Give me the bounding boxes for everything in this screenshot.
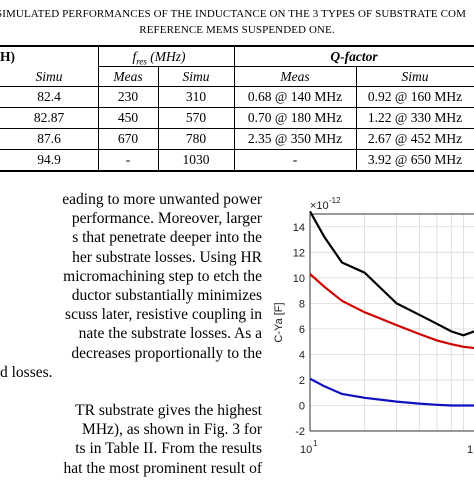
cell-fres-meas: 670 bbox=[117, 131, 139, 146]
row-divider bbox=[0, 149, 474, 150]
body-line: micromachining step to etch the bbox=[63, 267, 262, 285]
header-fres-unit: (MHz) bbox=[146, 49, 186, 64]
y-tick-label: 10 bbox=[293, 273, 305, 285]
y-tick-label: 14 bbox=[293, 222, 305, 234]
cell-q-meas: 2.35 @ 350 MHz bbox=[247, 131, 343, 146]
body-line: d losses. bbox=[0, 363, 53, 381]
body-line: hat the most prominent result of bbox=[63, 459, 262, 477]
row-divider bbox=[0, 107, 474, 108]
body-line: ductor substantially minimizes bbox=[71, 286, 262, 304]
body-line: decreases proportionally to the bbox=[71, 344, 262, 362]
cell-fres-simu: 1030 bbox=[182, 152, 210, 167]
cell-fres-meas: 450 bbox=[117, 110, 139, 125]
x-tick-power: 1 bbox=[313, 439, 318, 448]
series-line-2 bbox=[309, 377, 474, 407]
y-exponent-power: -12 bbox=[329, 196, 341, 205]
series-line-0 bbox=[309, 210, 474, 337]
y-tick-label: 0 bbox=[299, 400, 305, 412]
body-line: eading to more unwanted power bbox=[62, 191, 262, 208]
header-fres-sub: res bbox=[136, 56, 147, 67]
y-tick-label: 4 bbox=[299, 349, 305, 361]
y-tick-label: -2 bbox=[295, 426, 305, 438]
body-line: scuss later, resistive coupling in bbox=[65, 306, 262, 324]
body-paragraph: eading to more unwanted power performance… bbox=[0, 190, 262, 497]
subheader-simu-q: Simu bbox=[401, 69, 429, 84]
cell-fres-meas: 230 bbox=[117, 89, 139, 104]
table-caption-line2: REFERENCE MEMS SUSPENDED ONE. bbox=[139, 24, 335, 36]
col-divider bbox=[234, 45, 235, 171]
series-line-1 bbox=[309, 273, 474, 350]
table-caption-line1: SIMULATED PERFORMANCES OF THE INDUCTANCE… bbox=[0, 8, 466, 20]
header-inductance: H) bbox=[0, 49, 15, 64]
cell-l-simu: 94.9 bbox=[37, 152, 61, 167]
subheader-simu-l: Simu bbox=[35, 69, 63, 84]
cell-l-simu: 82.4 bbox=[37, 89, 61, 104]
subheader-meas-q: Meas bbox=[280, 69, 310, 84]
y-axis-label: C-Ya [F] bbox=[273, 302, 285, 342]
body-line: ts in Table II. From the results bbox=[75, 440, 262, 458]
row-divider bbox=[0, 128, 474, 129]
body-line bbox=[0, 478, 262, 497]
cell-q-meas: 0.70 @ 180 MHz bbox=[247, 110, 343, 125]
y-exponent-label: ×10 bbox=[310, 200, 329, 212]
cell-q-simu: 1.22 @ 330 MHz bbox=[367, 110, 463, 125]
performance-table: H) fres (MHz) Q-factor Simu Meas Simu Me… bbox=[0, 43, 474, 187]
x-tick-label-partial: 1 bbox=[467, 444, 473, 456]
body-line bbox=[0, 382, 262, 401]
subheader-simu-fres: Simu bbox=[182, 69, 210, 84]
col-divider bbox=[158, 66, 159, 171]
body-line: s that penetrate deeper into the bbox=[72, 229, 262, 247]
col-divider bbox=[98, 45, 99, 171]
body-line: TR substrate gives the highest bbox=[75, 402, 262, 420]
cell-fres-simu: 780 bbox=[185, 131, 207, 146]
cell-q-simu: 3.92 @ 650 MHz bbox=[367, 152, 463, 167]
y-tick-label: 2 bbox=[299, 375, 305, 387]
table-mid-rule bbox=[99, 66, 474, 67]
cell-l-simu: 87.6 bbox=[37, 131, 61, 146]
table-header-rule bbox=[0, 86, 474, 87]
header-fres-f: f bbox=[132, 49, 137, 64]
table-top-rule bbox=[0, 45, 474, 47]
cell-fres-meas: - bbox=[125, 152, 131, 167]
cell-q-simu: 0.92 @ 160 MHz bbox=[367, 89, 463, 104]
x-tick-label: 10 bbox=[300, 444, 312, 456]
header-q-factor: Q-factor bbox=[330, 49, 378, 64]
cell-q-meas: - bbox=[292, 152, 298, 167]
cell-fres-simu: 310 bbox=[185, 89, 207, 104]
y-tick-label: 6 bbox=[299, 324, 305, 336]
cell-q-simu: 2.67 @ 452 MHz bbox=[367, 131, 463, 146]
cell-l-simu: 82.87 bbox=[33, 110, 65, 125]
body-line: performance. Moreover, larger bbox=[71, 210, 262, 228]
header-fres: fres (MHz) bbox=[99, 49, 219, 67]
body-line: her substrate losses. Using HR bbox=[72, 248, 262, 266]
body-line: MHz), as shown in Fig. 3 for bbox=[82, 421, 262, 439]
cell-q-meas: 0.68 @ 140 MHz bbox=[247, 89, 343, 104]
subheader-meas-fres: Meas bbox=[113, 69, 143, 84]
cell-fres-simu: 570 bbox=[185, 110, 207, 125]
col-divider bbox=[356, 66, 357, 171]
y-tick-label: 12 bbox=[293, 247, 305, 259]
body-line: nate the substrate losses. As a bbox=[78, 325, 262, 343]
y-tick-label: 8 bbox=[299, 298, 305, 310]
table-bottom-rule bbox=[0, 170, 474, 172]
